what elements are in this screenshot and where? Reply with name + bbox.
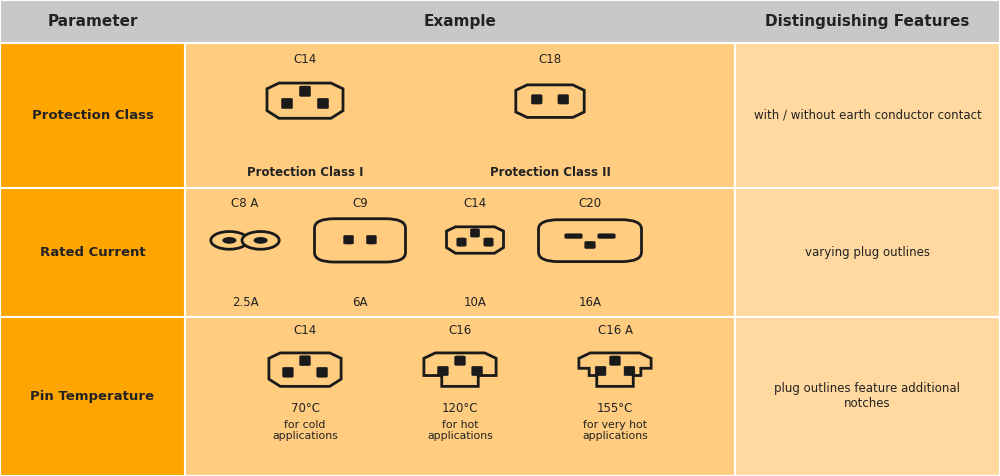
FancyBboxPatch shape <box>565 234 582 238</box>
FancyBboxPatch shape <box>0 0 1000 43</box>
FancyBboxPatch shape <box>282 367 293 377</box>
FancyBboxPatch shape <box>185 317 735 476</box>
Polygon shape <box>269 353 341 387</box>
Text: for hot
applications: for hot applications <box>427 420 493 441</box>
FancyBboxPatch shape <box>735 188 1000 317</box>
Circle shape <box>242 231 279 249</box>
FancyBboxPatch shape <box>300 356 310 366</box>
FancyBboxPatch shape <box>344 235 354 244</box>
Text: 120°C: 120°C <box>442 403 478 416</box>
FancyBboxPatch shape <box>624 366 635 376</box>
Text: C9: C9 <box>352 197 368 209</box>
FancyBboxPatch shape <box>585 241 595 248</box>
FancyBboxPatch shape <box>437 366 448 376</box>
Text: C18: C18 <box>538 53 562 66</box>
Text: C14: C14 <box>293 53 317 66</box>
Text: Protection Class II: Protection Class II <box>490 167 610 179</box>
FancyBboxPatch shape <box>0 317 185 476</box>
FancyBboxPatch shape <box>366 235 376 244</box>
Circle shape <box>254 237 268 244</box>
Text: Pin Temperature: Pin Temperature <box>30 390 154 403</box>
FancyBboxPatch shape <box>0 188 185 317</box>
FancyBboxPatch shape <box>484 238 493 246</box>
FancyBboxPatch shape <box>598 234 615 238</box>
Text: 10A: 10A <box>464 296 486 309</box>
Text: C14: C14 <box>293 324 317 337</box>
Polygon shape <box>579 353 651 387</box>
Text: Example: Example <box>424 14 496 29</box>
FancyBboxPatch shape <box>735 317 1000 476</box>
Text: varying plug outlines: varying plug outlines <box>805 246 930 259</box>
Text: with / without earth conductor contact: with / without earth conductor contact <box>754 109 981 122</box>
Text: C14: C14 <box>463 197 487 209</box>
Text: 6A: 6A <box>352 296 368 309</box>
Text: for cold
applications: for cold applications <box>272 420 338 441</box>
Text: 2.5A: 2.5A <box>232 296 258 309</box>
Circle shape <box>222 237 236 244</box>
FancyBboxPatch shape <box>299 86 311 97</box>
Polygon shape <box>424 353 496 387</box>
Text: Protection Class I: Protection Class I <box>247 167 363 179</box>
FancyBboxPatch shape <box>314 219 406 262</box>
Text: Distinguishing Features: Distinguishing Features <box>765 14 970 29</box>
Text: plug outlines feature additional
notches: plug outlines feature additional notches <box>774 382 960 410</box>
FancyBboxPatch shape <box>610 356 620 366</box>
Text: C16 A: C16 A <box>598 324 633 337</box>
Polygon shape <box>267 83 343 118</box>
FancyBboxPatch shape <box>595 366 606 376</box>
FancyBboxPatch shape <box>185 43 735 188</box>
Text: for very hot
applications: for very hot applications <box>582 420 648 441</box>
FancyBboxPatch shape <box>735 43 1000 188</box>
FancyBboxPatch shape <box>470 229 480 237</box>
FancyBboxPatch shape <box>281 98 293 109</box>
Text: 16A: 16A <box>578 296 602 309</box>
FancyBboxPatch shape <box>317 98 329 109</box>
Polygon shape <box>516 85 584 118</box>
FancyBboxPatch shape <box>457 238 466 246</box>
Text: Parameter: Parameter <box>47 14 138 29</box>
FancyBboxPatch shape <box>472 366 483 376</box>
Text: 155°C: 155°C <box>597 403 633 416</box>
Polygon shape <box>446 227 503 253</box>
Text: C20: C20 <box>578 197 602 209</box>
Text: C8 A: C8 A <box>231 197 259 209</box>
FancyBboxPatch shape <box>317 367 328 377</box>
FancyBboxPatch shape <box>455 356 465 366</box>
FancyBboxPatch shape <box>538 220 642 262</box>
Text: 70°C: 70°C <box>290 403 320 416</box>
Circle shape <box>211 231 248 249</box>
Text: C16: C16 <box>448 324 472 337</box>
FancyBboxPatch shape <box>558 95 569 104</box>
FancyBboxPatch shape <box>531 95 542 104</box>
Text: Rated Current: Rated Current <box>40 246 145 259</box>
FancyBboxPatch shape <box>185 188 735 317</box>
FancyBboxPatch shape <box>0 43 185 188</box>
Text: Protection Class: Protection Class <box>32 109 153 122</box>
